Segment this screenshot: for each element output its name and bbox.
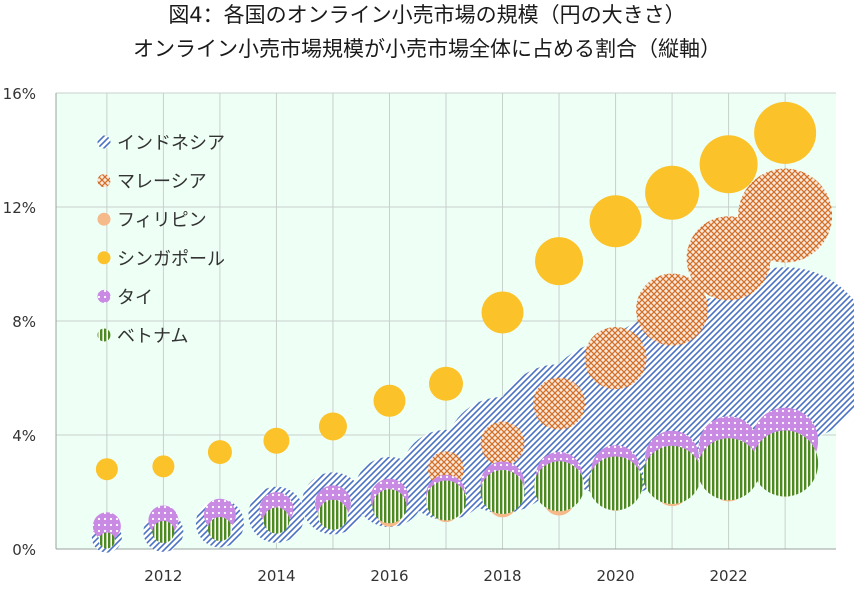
x-tick-label: 2022	[710, 567, 748, 585]
bubble-singapore	[207, 440, 232, 465]
legend-label-vietnam: ベトナム	[117, 326, 188, 347]
x-tick-label: 2014	[257, 567, 295, 585]
bubble-malaysia	[533, 377, 586, 430]
bubble-malaysia	[584, 327, 647, 390]
bubble-singapore	[152, 455, 175, 478]
legend-marker-indonesia	[97, 135, 111, 149]
y-tick-label: 4%	[12, 427, 36, 445]
y-tick-label: 8%	[12, 313, 36, 331]
bubble-vietnam	[207, 517, 232, 542]
bubble-singapore	[699, 135, 758, 194]
legend-marker-singapore	[97, 251, 111, 265]
bubble-vietnam	[697, 438, 760, 501]
bubble-singapore	[481, 291, 524, 334]
legend-label-philippines: フィリピン	[117, 210, 207, 231]
legend-marker-thailand	[97, 289, 111, 303]
x-tick-label: 2012	[144, 567, 182, 585]
legend-label-indonesia: インドネシア	[117, 133, 225, 154]
legend-marker-philippines	[97, 212, 111, 226]
legend-label-singapore: シンガポール	[117, 249, 225, 270]
bubble-vietnam	[372, 489, 407, 524]
legend-label-malaysia: マレーシア	[117, 172, 207, 193]
bubble-singapore	[754, 101, 817, 164]
y-tick-label: 0%	[12, 541, 36, 559]
bubble-singapore	[429, 366, 463, 401]
bubble-vietnam	[152, 520, 175, 543]
bubble-vietnam	[643, 445, 702, 504]
bubble-singapore	[535, 237, 584, 286]
bubble-singapore	[589, 195, 642, 248]
bubble-malaysia	[636, 273, 709, 346]
bubble-singapore	[373, 384, 406, 417]
bubble-vietnam	[480, 470, 525, 514]
bubble-vietnam	[98, 532, 115, 549]
bubble-malaysia	[480, 421, 525, 466]
bubble-vietnam	[317, 499, 348, 530]
legend-marker-vietnam	[97, 328, 111, 342]
bubble-vietnam	[752, 430, 819, 497]
y-tick-label: 16%	[3, 85, 36, 103]
bubble-indonesia	[697, 267, 854, 444]
bubble-singapore	[263, 427, 290, 454]
bubble-singapore	[95, 458, 118, 481]
bubble-vietnam	[588, 456, 643, 511]
legend-marker-malaysia	[97, 174, 111, 188]
x-tick-label: 2016	[370, 567, 408, 585]
y-tick-label: 12%	[3, 199, 36, 217]
bubble-vietnam	[534, 461, 585, 512]
x-tick-label: 2018	[483, 567, 521, 585]
bubble-thailand	[92, 512, 121, 541]
bubble-singapore	[318, 412, 347, 441]
x-tick-label: 2020	[596, 567, 634, 585]
bubble-vietnam	[426, 480, 466, 521]
chart-title: 図4：各国のオンライン小売市場の規模（円の大きさ）	[168, 3, 686, 27]
bubble-malaysia	[738, 168, 833, 263]
bubble-singapore	[645, 165, 700, 220]
legend-label-thailand: タイ	[117, 287, 153, 308]
bubble-vietnam	[263, 507, 290, 534]
chart-subtitle: オンライン小売市場規模が小売市場全体に占める割合（縦軸）	[133, 37, 721, 61]
